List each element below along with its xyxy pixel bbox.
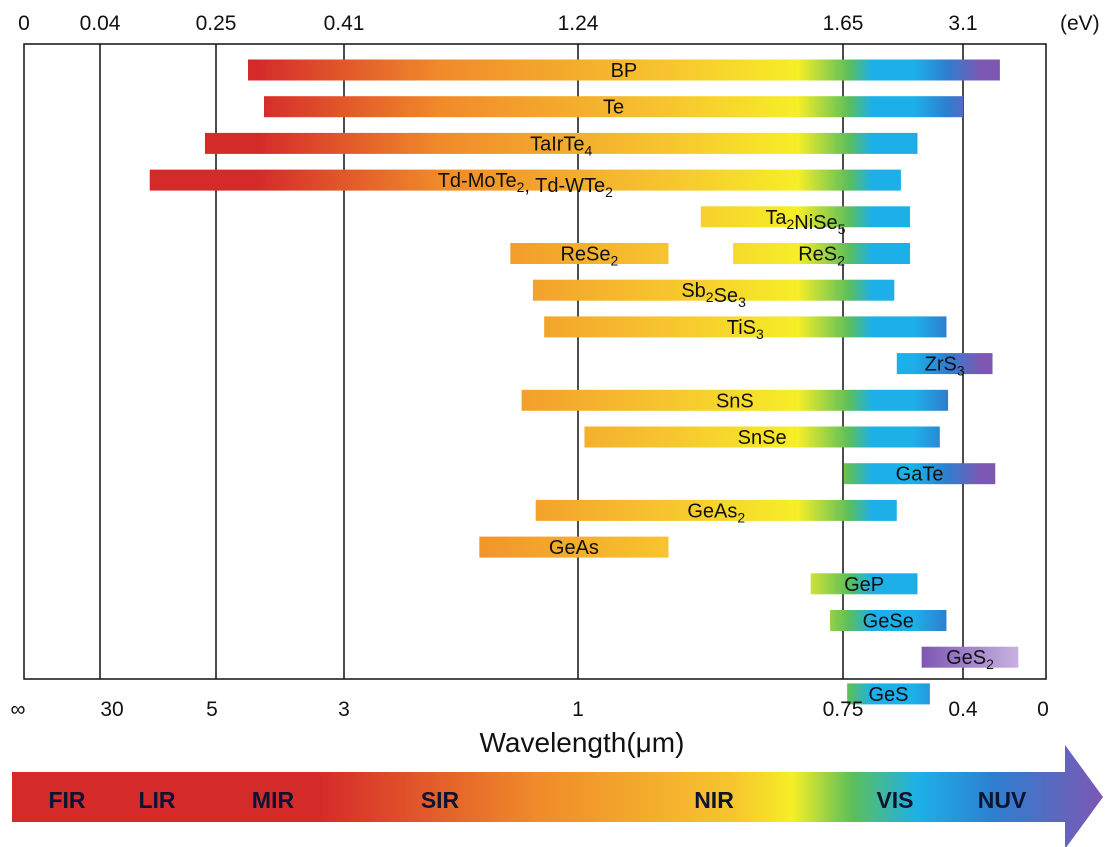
bars: [149, 59, 1019, 705]
wavelength-tick-label: ∞: [11, 698, 26, 721]
bar-segment: [921, 646, 1019, 668]
bar-label: GaTe: [896, 464, 944, 486]
bar-segment: [847, 683, 930, 705]
bar-label: SnSe: [738, 427, 787, 449]
bar-segment: [584, 426, 940, 448]
energy-tick-label: 0.25: [196, 12, 237, 35]
bar-segment: [149, 169, 901, 191]
wavelength-tick-label: 5: [206, 698, 218, 721]
plot-frame: [23, 43, 1047, 680]
bar-segment: [479, 536, 669, 558]
band-label-lir: LIR: [138, 787, 175, 813]
bar-label: GeS: [869, 684, 909, 706]
wavelength-tick-labels: ∞ 30 5 3 1 0.75 0.4 0: [11, 698, 1049, 721]
bar-label: GeS2: [946, 647, 994, 672]
wavelength-tick-label: 0.75: [823, 698, 864, 721]
bar-label: Te: [603, 97, 624, 119]
band-label-nir: NIR: [694, 787, 734, 813]
bar-label: BP: [611, 60, 638, 82]
bar-segment: [896, 353, 993, 375]
bar-segment: [544, 316, 947, 338]
bar-segment: [843, 463, 996, 485]
bar-segment: [510, 243, 669, 264]
bar-label: GeP: [844, 574, 884, 596]
energy-unit-label: (eV): [1060, 12, 1100, 35]
energy-tick-label: 0.41: [324, 12, 365, 35]
bar-segment: [204, 132, 918, 154]
bar-label: GeAs2: [687, 500, 745, 525]
band-label-mir: MIR: [252, 787, 295, 813]
bar-segment: [248, 59, 1000, 81]
bar-label: Sb2Se3: [681, 280, 746, 310]
energy-tick-labels: 0 0.04 0.25 0.41 1.24 1.65 3.1: [18, 12, 977, 35]
band-label-nuv: NUV: [978, 787, 1027, 813]
bar-label: TiS3: [727, 317, 764, 342]
bar-segment: [700, 206, 911, 228]
bar-label: ReS2: [798, 244, 845, 269]
wavelength-tick-label: 3: [338, 698, 350, 721]
wavelength-tick-label: 30: [100, 698, 123, 721]
bar-label: SnS: [716, 390, 754, 412]
bar-segment: [733, 243, 911, 264]
energy-tick-label: 0: [18, 12, 30, 35]
energy-tick-label: 0.04: [80, 12, 121, 35]
bar-label: ReSe2: [560, 244, 618, 269]
energy-tick-label: 1.24: [558, 12, 599, 35]
band-label-vis: VIS: [876, 787, 913, 813]
bar-label: GeSe: [863, 611, 914, 633]
bar-segment: [521, 389, 949, 411]
x-axis-label: Wavelength(μm): [480, 727, 685, 758]
energy-tick-label: 1.65: [823, 12, 864, 35]
bar-segment: [810, 573, 918, 595]
bar-label: GeAs: [549, 537, 599, 559]
bar-label: Ta2NiSe5: [765, 207, 845, 237]
spectrum-arrow: [12, 745, 1103, 847]
bar-label: Td-MoTe2, Td-WTe2: [438, 170, 613, 200]
bar-segment: [264, 96, 963, 118]
wavelength-tick-label: 0.4: [948, 698, 978, 721]
bar-label: TaIrTe4: [530, 133, 592, 158]
bar-segment: [830, 610, 947, 631]
band-label-fir: FIR: [48, 787, 85, 813]
wavelength-tick-label: 1: [572, 698, 584, 721]
bar-labels: BP Te TaIrTe4 Td-MoTe2, Td-WTe2 Ta2NiSe5 ReSe…: [438, 60, 994, 706]
bar-segment: [532, 279, 895, 301]
bar-label: ZrS3: [925, 354, 965, 379]
energy-tick-label: 3.1: [948, 12, 977, 35]
spectrum-band-labels: FIR LIR MIR SIR NIR VIS NUV: [48, 787, 1026, 813]
bar-segment: [535, 499, 897, 521]
band-label-sir: SIR: [421, 787, 460, 813]
wavelength-tick-label: 0: [1037, 698, 1049, 721]
